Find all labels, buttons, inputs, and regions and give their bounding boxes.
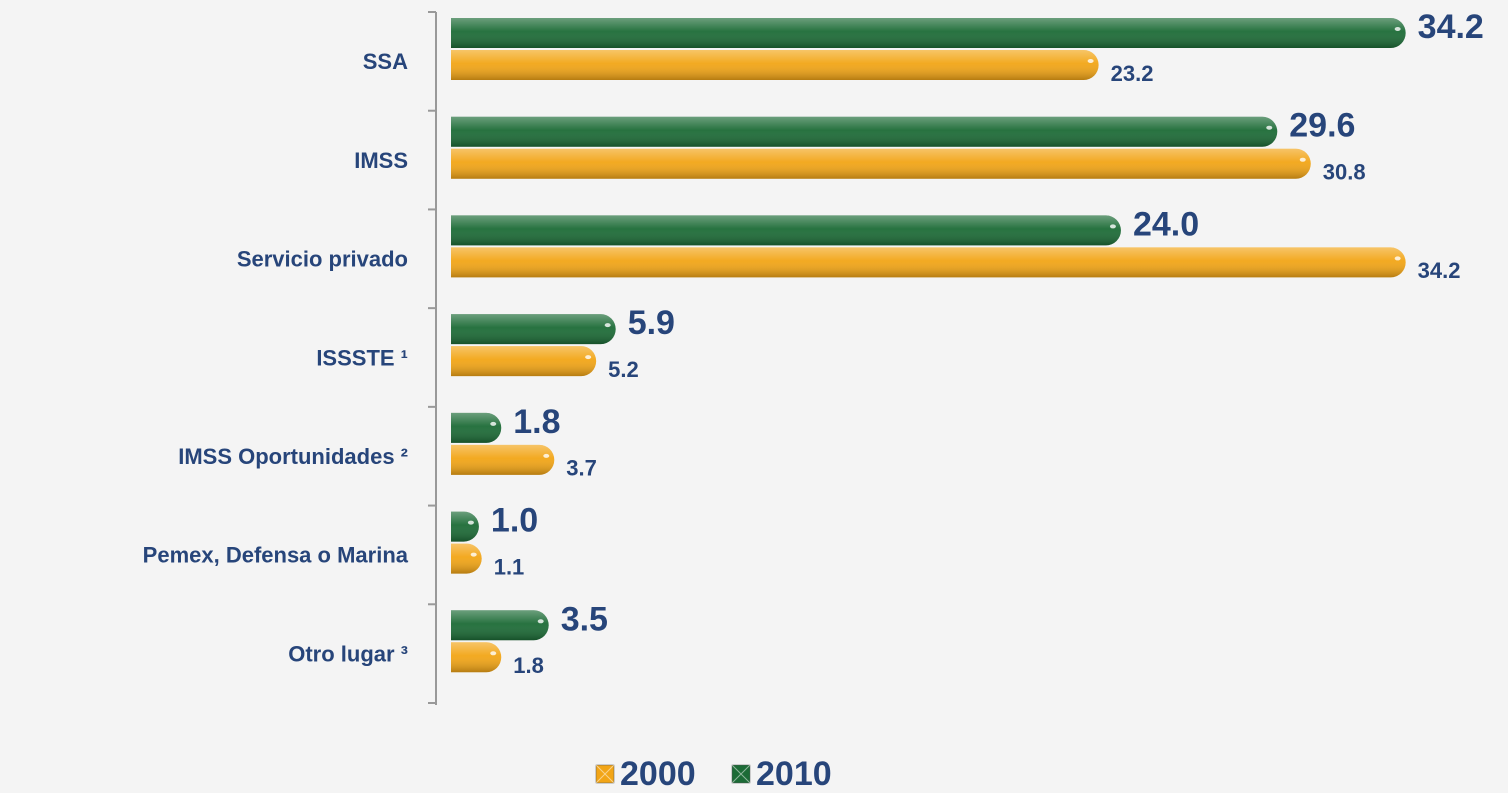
value-label: 3.7 <box>566 456 597 481</box>
value-label: 5.9 <box>628 304 675 342</box>
value-label: 34.2 <box>1418 258 1461 283</box>
bar-highlight <box>585 355 591 359</box>
bar-shade <box>451 314 616 344</box>
value-label: 1.8 <box>513 403 560 441</box>
bar-highlight <box>1110 224 1116 228</box>
bar-highlight <box>490 651 496 655</box>
category-label: Servicio privado <box>237 247 408 272</box>
value-label: 30.8 <box>1323 160 1366 185</box>
bar-highlight <box>605 323 611 327</box>
bar-shade <box>451 346 596 376</box>
value-label: 1.1 <box>494 554 525 579</box>
bar-shade <box>451 247 1406 277</box>
value-label: 24.0 <box>1133 205 1199 243</box>
value-label: 23.2 <box>1111 61 1154 86</box>
value-label: 5.2 <box>608 357 639 382</box>
bar-shade <box>451 18 1406 48</box>
category-label: Otro lugar ³ <box>288 641 408 666</box>
legend-label: 2000 <box>620 755 696 793</box>
bar-shade <box>451 50 1099 80</box>
bar-highlight <box>1395 256 1401 260</box>
bar-shade <box>451 215 1121 245</box>
bar-shade <box>451 642 501 672</box>
value-label: 29.6 <box>1289 107 1355 145</box>
bar-shade <box>451 610 549 640</box>
bar-highlight <box>1088 59 1094 63</box>
bar-shade <box>451 445 554 475</box>
value-label: 3.5 <box>561 600 608 638</box>
legend-label: 2010 <box>756 755 832 793</box>
category-label: Pemex, Defensa o Marina <box>143 543 409 568</box>
bar-highlight <box>543 454 549 458</box>
bar-highlight <box>490 422 496 426</box>
bar-shade <box>451 117 1277 147</box>
page: SSA 34.2 23.2 IMSS 29.6 30.8 Servicio privado 2… <box>0 0 1508 793</box>
bar-shade <box>451 544 482 574</box>
bar-highlight <box>1266 126 1272 130</box>
value-label: 1.8 <box>513 653 544 678</box>
bar-highlight <box>1300 158 1306 162</box>
value-label: 1.0 <box>491 502 538 540</box>
bar-highlight <box>471 553 477 557</box>
bar-highlight <box>1395 27 1401 31</box>
category-label: IMSS Oportunidades ² <box>178 444 408 469</box>
value-label: 34.2 <box>1418 8 1484 46</box>
category-label: ISSSTE ¹ <box>316 345 408 370</box>
chart: SSA 34.2 23.2 IMSS 29.6 30.8 Servicio privado 2… <box>0 0 1508 793</box>
bar-shade <box>451 149 1311 179</box>
bar-highlight <box>538 619 544 623</box>
bar-shade <box>451 413 501 443</box>
bar-highlight <box>468 521 474 525</box>
category-label: IMSS <box>354 148 408 173</box>
category-label: SSA <box>363 49 408 74</box>
